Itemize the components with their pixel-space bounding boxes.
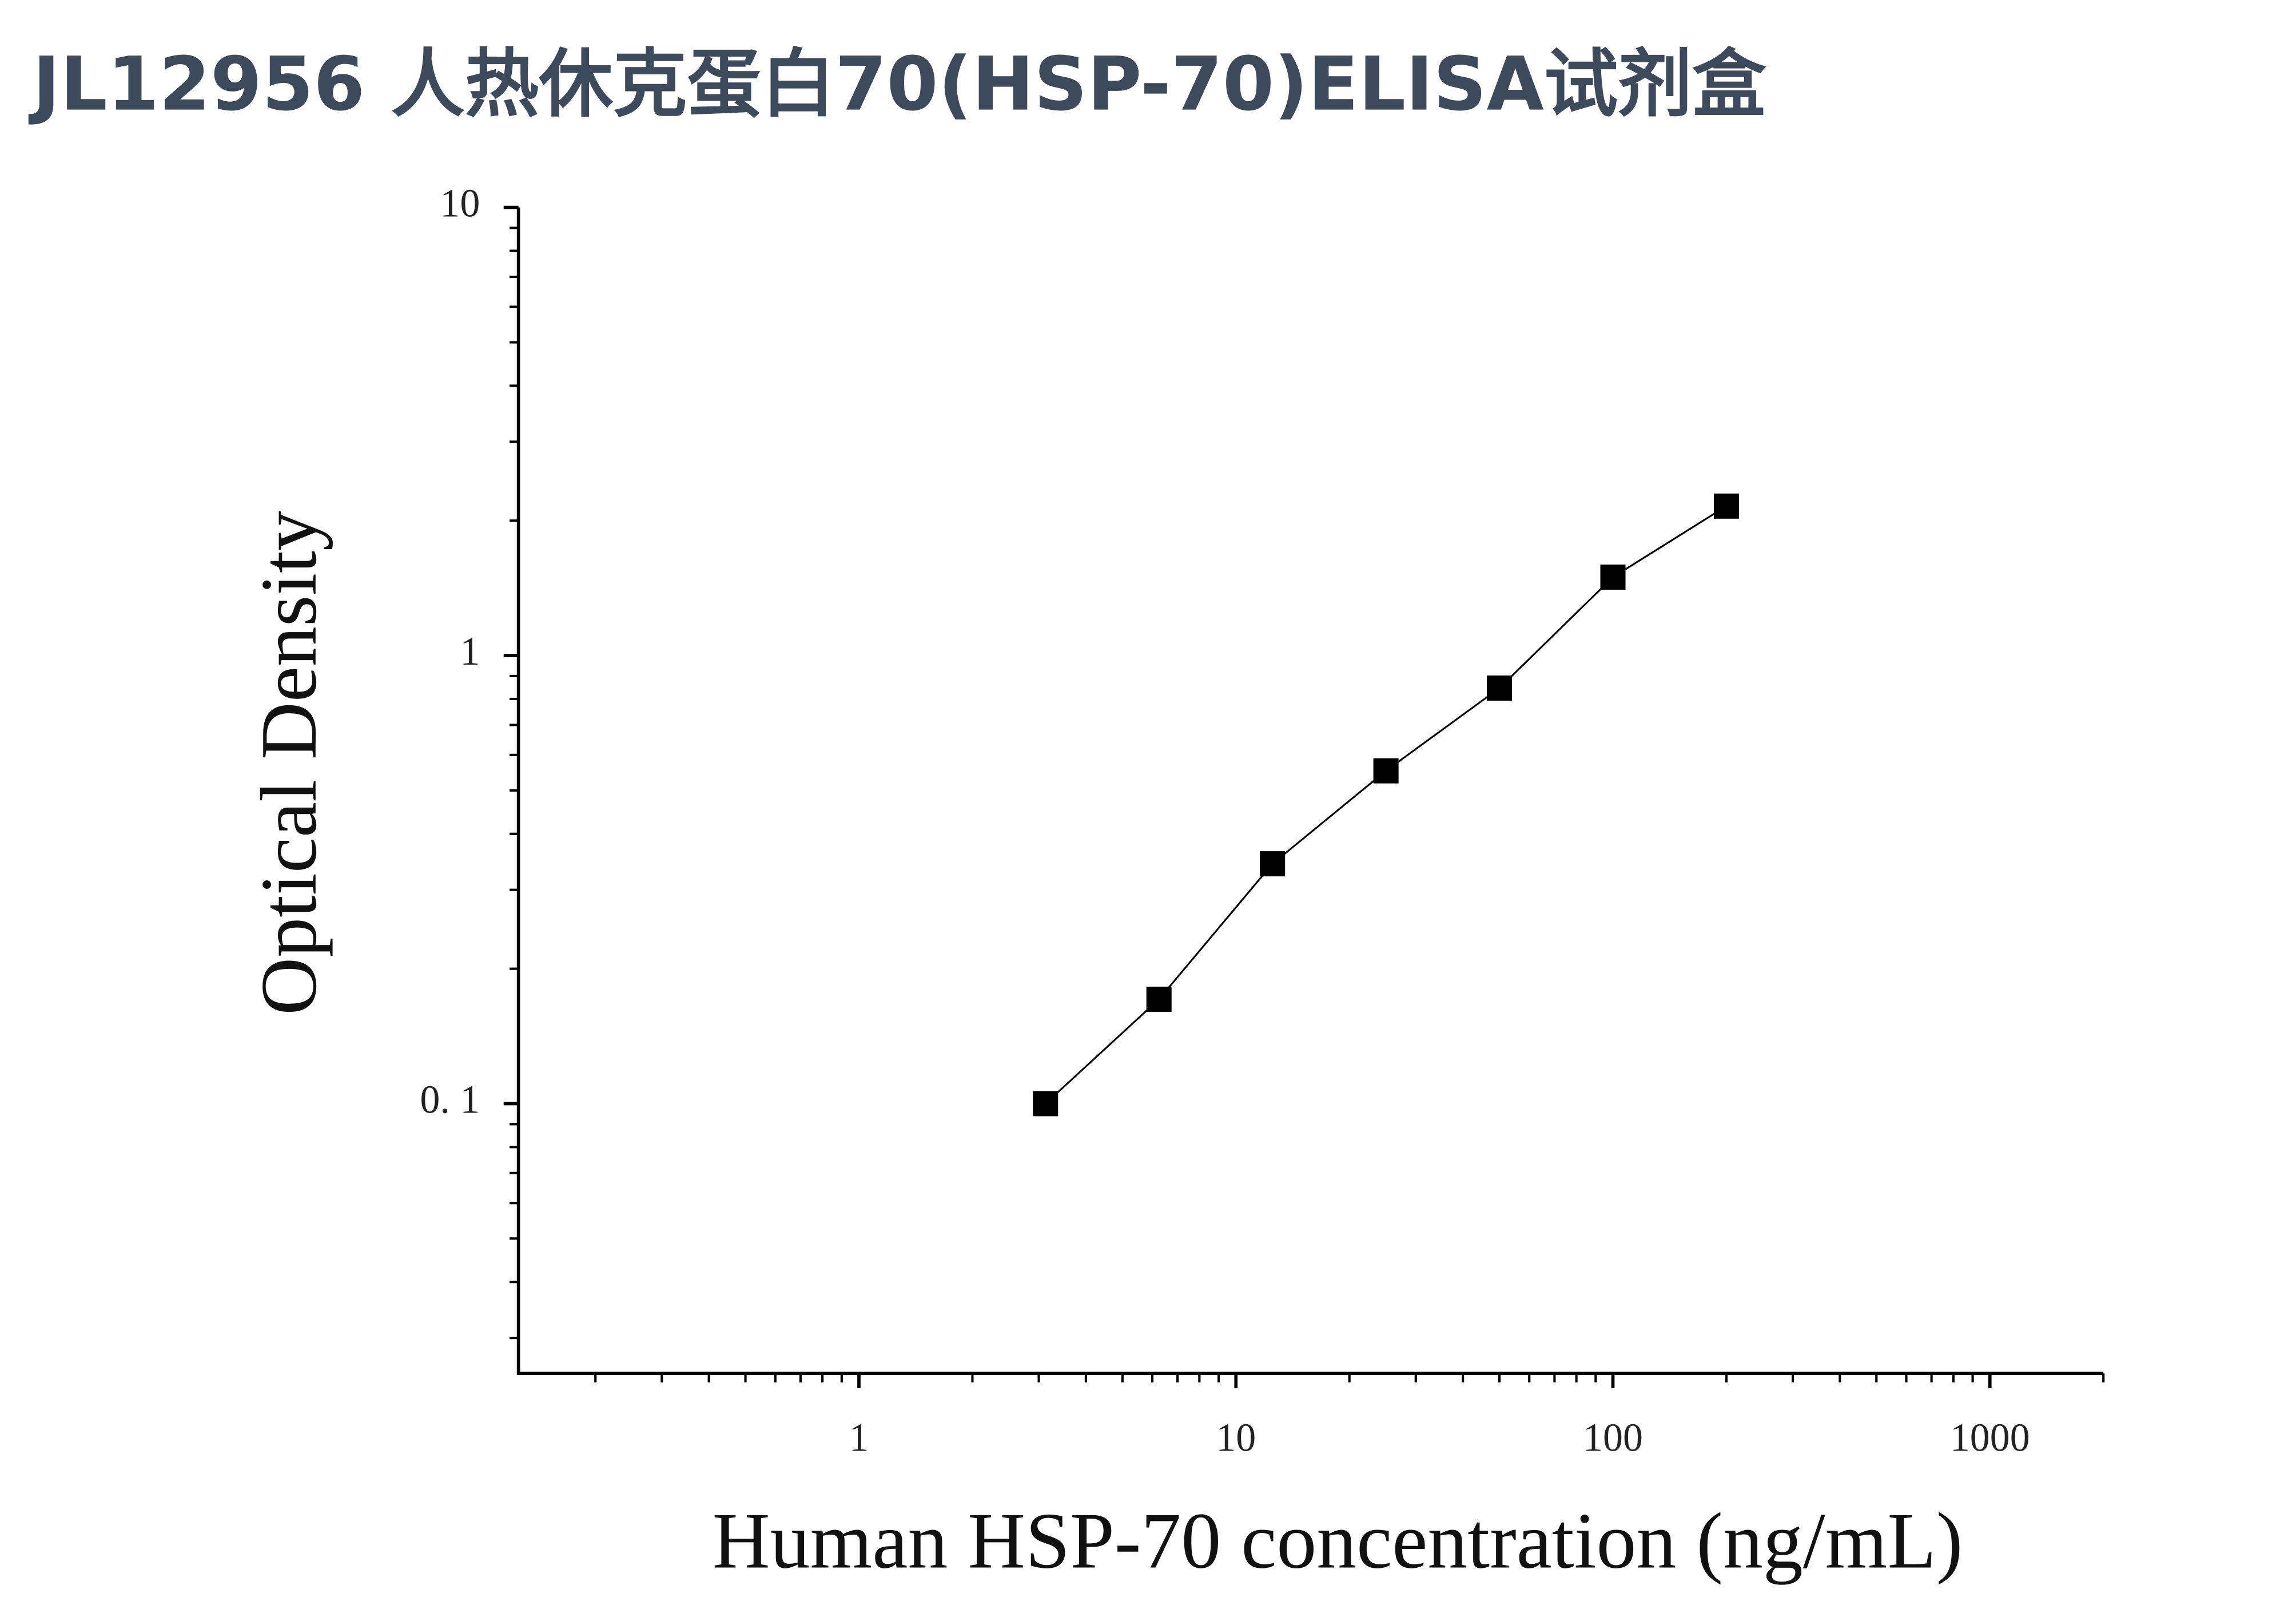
data-point xyxy=(1033,1091,1059,1117)
x-axis-label: Human HSP-70 concentration (ng/mL) xyxy=(713,1496,1963,1585)
y-tick-label: 10 xyxy=(440,182,480,226)
data-point xyxy=(1713,493,1739,519)
x-tick-label: 100 xyxy=(1583,1416,1643,1460)
fit-line xyxy=(1045,505,1727,1105)
y-axis-label: Optical Density xyxy=(245,511,333,1015)
x-tick-label: 1 xyxy=(849,1416,869,1460)
data-point xyxy=(1260,851,1286,877)
data-point xyxy=(1600,564,1626,590)
data-point xyxy=(1487,675,1513,701)
x-tick-label: 10 xyxy=(1216,1416,1256,1460)
data-point xyxy=(1146,986,1172,1012)
data-point xyxy=(1373,758,1399,784)
y-tick-label: 0. 1 xyxy=(420,1078,480,1122)
y-tick-label: 1 xyxy=(460,630,480,674)
chart-title: JL12956 人热休克蛋白70(HSP-70)ELISA试剂盒 xyxy=(28,41,1766,128)
x-tick-label: 1000 xyxy=(1950,1416,2030,1460)
